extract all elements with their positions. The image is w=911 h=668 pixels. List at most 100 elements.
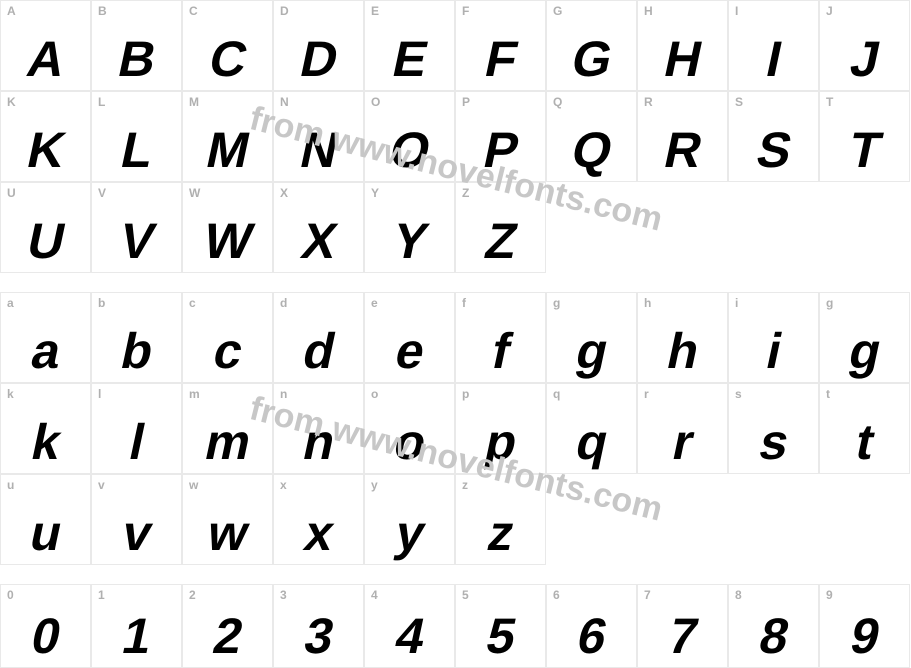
glyph-cell: VV <box>91 182 182 273</box>
glyph-cell: FF <box>455 0 546 91</box>
glyph-cell: 55 <box>455 584 546 668</box>
cell-label: M <box>189 96 199 108</box>
cell-label: F <box>462 5 469 17</box>
cell-label: u <box>7 479 14 491</box>
glyph-cell: oo <box>364 383 455 474</box>
cell-label: m <box>189 388 200 400</box>
glyph-cell: cc <box>182 292 273 383</box>
glyph-cell: WW <box>182 182 273 273</box>
cell-glyph: u <box>25 508 65 558</box>
glyph-cell: 33 <box>273 584 364 668</box>
glyph-cell: uu <box>0 474 91 565</box>
cell-glyph: l <box>125 417 149 467</box>
cell-label: e <box>371 297 378 309</box>
glyph-cell: ZZ <box>455 182 546 273</box>
cell-glyph: 1 <box>118 611 155 661</box>
cell-glyph: M <box>202 125 253 175</box>
glyph-cell: kk <box>0 383 91 474</box>
cell-glyph: P <box>479 125 522 175</box>
cell-label: P <box>462 96 470 108</box>
cell-glyph: t <box>851 417 877 467</box>
cell-label: z <box>462 479 468 491</box>
glyph-cell: 66 <box>546 584 637 668</box>
glyph-cell: nn <box>273 383 364 474</box>
glyph-cell: ff <box>455 292 546 383</box>
cell-label: 3 <box>280 589 287 601</box>
cell-label: D <box>280 5 289 17</box>
cell-glyph: w <box>203 508 252 558</box>
cell-label: l <box>98 388 101 400</box>
cell-label: L <box>98 96 105 108</box>
glyph-cell: ll <box>91 383 182 474</box>
glyph-cell: UU <box>0 182 91 273</box>
glyph-cell: AA <box>0 0 91 91</box>
cell-label: R <box>644 96 653 108</box>
cell-glyph: m <box>200 417 254 467</box>
glyph-cell: ee <box>364 292 455 383</box>
cell-label: 7 <box>644 589 651 601</box>
cell-glyph: R <box>660 125 706 175</box>
cell-label: r <box>644 388 649 400</box>
cell-label: E <box>371 5 379 17</box>
glyph-cell: CC <box>182 0 273 91</box>
cell-glyph: T <box>844 125 884 175</box>
cell-glyph: a <box>27 326 64 376</box>
cell-glyph: 0 <box>27 611 64 661</box>
cell-glyph: V <box>115 216 158 266</box>
glyph-cell: LL <box>91 91 182 182</box>
cell-glyph: H <box>660 34 706 84</box>
cell-glyph: i <box>762 326 786 376</box>
cell-glyph: A <box>23 34 69 84</box>
cell-label: 9 <box>826 589 833 601</box>
glyph-cell: qq <box>546 383 637 474</box>
glyph-cell: KK <box>0 91 91 182</box>
cell-label: N <box>280 96 289 108</box>
cell-label: A <box>7 5 16 17</box>
cell-label: t <box>826 388 830 400</box>
glyph-cell: SS <box>728 91 819 182</box>
glyph-cell: NN <box>273 91 364 182</box>
cell-label: h <box>644 297 651 309</box>
cell-glyph: q <box>571 417 611 467</box>
glyph-cell: bb <box>91 292 182 383</box>
cell-label: 5 <box>462 589 469 601</box>
cell-glyph: 3 <box>300 611 337 661</box>
cell-label: 2 <box>189 589 196 601</box>
glyph-section-digits: 00112233445566778899 <box>0 584 910 668</box>
glyph-cell: zz <box>455 474 546 565</box>
glyph-cell: hh <box>637 292 728 383</box>
cell-label: Y <box>371 187 379 199</box>
cell-label: G <box>553 5 562 17</box>
cell-label: s <box>735 388 742 400</box>
cell-glyph: F <box>480 34 520 84</box>
cell-glyph: o <box>389 417 429 467</box>
cell-label: V <box>98 187 106 199</box>
cell-glyph: s <box>755 417 792 467</box>
glyph-cell: JJ <box>819 0 910 91</box>
cell-glyph: b <box>116 326 156 376</box>
cell-label: S <box>735 96 743 108</box>
cell-label: 8 <box>735 589 742 601</box>
cell-glyph: 8 <box>755 611 792 661</box>
cell-label: v <box>98 479 105 491</box>
cell-label: U <box>7 187 16 199</box>
glyph-cell: EE <box>364 0 455 91</box>
cell-label: q <box>553 388 560 400</box>
cell-label: p <box>462 388 469 400</box>
glyph-cell: gg <box>819 292 910 383</box>
cell-glyph: 5 <box>482 611 519 661</box>
glyph-cell: vv <box>91 474 182 565</box>
cell-glyph: B <box>114 34 160 84</box>
cell-glyph: h <box>662 326 702 376</box>
cell-label: x <box>280 479 287 491</box>
cell-label: I <box>735 5 738 17</box>
glyph-cell: 88 <box>728 584 819 668</box>
cell-label: 0 <box>7 589 14 601</box>
cell-glyph: d <box>298 326 338 376</box>
cell-label: C <box>189 5 198 17</box>
cell-glyph: I <box>762 34 786 84</box>
glyph-cell: ww <box>182 474 273 565</box>
glyph-cell: gg <box>546 292 637 383</box>
glyph-cell: OO <box>364 91 455 182</box>
cell-label: a <box>7 297 14 309</box>
